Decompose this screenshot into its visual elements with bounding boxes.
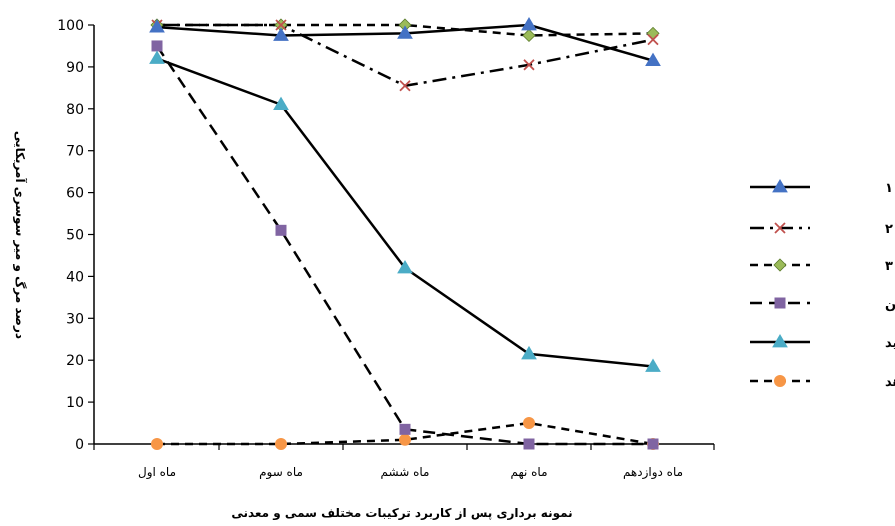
data-point <box>397 25 413 39</box>
data-point <box>399 433 411 446</box>
data-point <box>523 438 535 450</box>
legend-marker <box>774 375 786 387</box>
data-point <box>645 52 661 67</box>
y-tick-label: 70 <box>66 144 84 160</box>
series-lines <box>155 23 654 446</box>
y-tick-label: 40 <box>66 269 84 285</box>
legend-marker <box>772 179 788 193</box>
legend-item: دلتامترین <box>750 297 895 312</box>
data-point <box>397 260 413 274</box>
legend-label: بوریک اسید <box>885 336 895 351</box>
data-point <box>275 224 287 236</box>
x-tick-label: ماه دوازدهم <box>623 465 683 480</box>
data-point <box>521 345 537 360</box>
y-axis-ticks: 0 10 20 30 40 50 60 70 80 90 100 <box>57 18 94 453</box>
data-point <box>647 438 659 450</box>
legend-item: بوریک اسید <box>750 334 895 351</box>
data-point <box>645 358 661 372</box>
legend-label: ترکیب ۱ <box>885 181 895 196</box>
y-tick-label: 50 <box>66 228 84 244</box>
legend-marker <box>773 258 787 272</box>
data-point <box>149 50 165 64</box>
data-point <box>522 28 536 43</box>
data-point <box>275 19 287 31</box>
data-point <box>521 17 537 31</box>
series-line-3 <box>157 23 654 37</box>
y-tick-label: 90 <box>66 60 84 76</box>
data-point <box>523 417 535 430</box>
y-tick-label: 80 <box>66 102 84 118</box>
legend-item: ترکیب ۱ <box>750 179 895 196</box>
x-axis-ticks: ماه اول ماه سوم ماه ششم ماه نهم ماه دوازدهم <box>93 444 715 480</box>
data-point <box>273 96 289 111</box>
legend: ترکیب ۱ ترکیب ۲ ترکیب ۳ دلتامترین بوریک اسید… <box>750 179 895 390</box>
legend-marker <box>774 297 786 309</box>
data-point <box>399 80 411 92</box>
data-point <box>151 438 163 450</box>
legend-marker <box>774 222 786 234</box>
y-tick-label: 100 <box>57 18 84 34</box>
data-point <box>646 26 660 40</box>
data-point <box>399 423 411 435</box>
data-point <box>647 34 659 46</box>
series-line-4 <box>155 45 653 446</box>
legend-marker <box>772 334 788 348</box>
legend-label: ترکیب ۲ <box>885 222 895 237</box>
x-tick-label: ماه اول <box>138 465 176 480</box>
y-tick-label: 20 <box>66 353 84 369</box>
data-point <box>275 438 287 450</box>
data-point <box>273 27 289 41</box>
y-tick-label: 60 <box>66 186 84 202</box>
y-axis-title: درصد مرگ و میر سوسری آمریکایی <box>12 131 28 339</box>
data-point <box>149 19 165 33</box>
legend-item: ترکیب ۲ <box>750 222 895 237</box>
legend-item: ترکیب ۳ <box>750 258 895 274</box>
x-tick-label: ماه ششم <box>381 465 430 479</box>
y-tick-label: 0 <box>75 437 84 453</box>
x-tick-label: ماه نهم <box>510 465 547 479</box>
data-point <box>523 59 535 71</box>
legend-label: شاهد <box>885 375 895 390</box>
series-markers <box>149 17 661 450</box>
legend-item: شاهد <box>750 375 895 390</box>
y-tick-label: 30 <box>66 311 84 327</box>
series-line-5 <box>156 57 654 368</box>
x-axis-title: نمونه برداری پس از کاربرد ترکیبات مختلف … <box>231 506 572 521</box>
legend-label: ترکیب ۳ <box>885 259 895 274</box>
legend-label: دلتامترین <box>885 297 895 312</box>
y-tick-label: 10 <box>66 395 84 411</box>
data-point <box>151 40 163 52</box>
x-tick-label: ماه سوم <box>259 465 303 480</box>
